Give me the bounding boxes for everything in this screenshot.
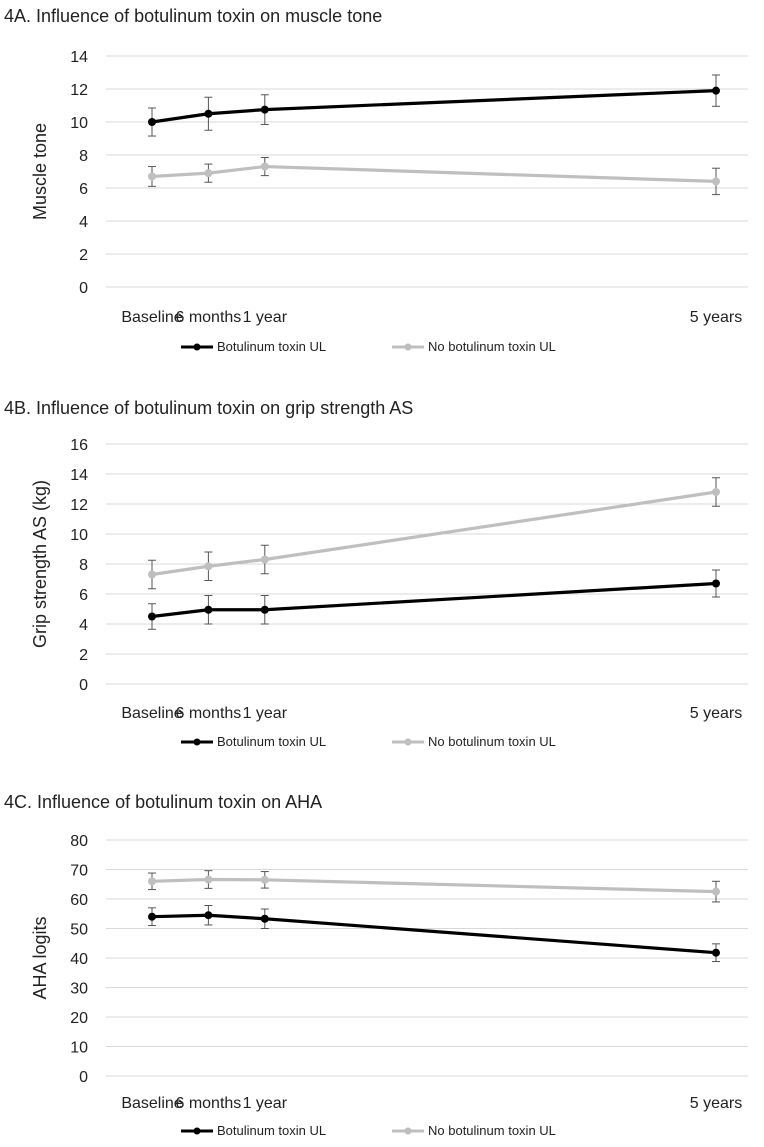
legend-swatch-marker [193, 343, 201, 351]
x-tick-label: 5 years [690, 1095, 742, 1112]
data-point [204, 562, 213, 571]
y-tick-label: 16 [70, 437, 88, 454]
y-tick-label: 2 [79, 247, 88, 264]
series-botulinum [148, 74, 720, 137]
y-tick-label: 14 [70, 49, 88, 66]
chart-title: 4C. Influence of botulinum toxin on AHA [4, 792, 322, 812]
series-no-botulinum [148, 477, 720, 590]
x-tick-label: 5 years [690, 309, 742, 326]
legend-label: Botulinum toxin UL [217, 734, 326, 749]
y-tick-label: 6 [79, 181, 88, 198]
series-line [151, 490, 717, 577]
y-tick-label: 10 [70, 527, 88, 544]
series-no-botulinum [148, 870, 720, 903]
y-tick-label: 8 [79, 557, 88, 574]
data-point [712, 86, 720, 95]
series-line [151, 913, 717, 955]
data-point [260, 105, 269, 114]
y-tick-label: 10 [70, 1040, 88, 1057]
chart-panel-3: 4C. Influence of botulinum toxin on AHA 0… [4, 792, 748, 1138]
y-tick-label: 30 [70, 981, 88, 998]
legend: Botulinum toxin UL No botulinum toxin UL [181, 1123, 556, 1138]
legend-label: No botulinum toxin UL [428, 734, 556, 749]
data-point [712, 887, 720, 896]
legend-label: No botulinum toxin UL [428, 1123, 556, 1138]
y-tick-label: 10 [70, 115, 88, 132]
chart-title: 4B. Influence of botulinum toxin on grip… [4, 398, 413, 418]
series-botulinum [148, 904, 720, 963]
y-axis-label: Muscle tone [30, 123, 50, 220]
data-point [260, 605, 269, 614]
x-tick-label: 6 months [175, 705, 241, 722]
x-tick-label: 6 months [175, 309, 241, 326]
data-point [148, 877, 156, 886]
data-point [204, 109, 213, 118]
chart-panel-1: 4A. Influence of botulinum toxin on musc… [4, 6, 748, 354]
data-point [148, 118, 156, 126]
y-tick-label: 12 [70, 497, 88, 514]
y-tick-label: 14 [70, 467, 88, 484]
chart-panel-2: 4B. Influence of botulinum toxin on grip… [4, 398, 748, 749]
y-tick-label: 60 [70, 892, 88, 909]
series-line [151, 877, 717, 894]
legend-swatch-marker [404, 1127, 412, 1135]
y-tick-label: 4 [79, 214, 88, 231]
legend: Botulinum toxin UL No botulinum toxin UL [181, 734, 556, 749]
x-tick-label: 1 year [243, 1095, 288, 1112]
x-tick-label: Baseline [121, 309, 182, 326]
y-tick-label: 50 [70, 922, 88, 939]
series-line [151, 581, 717, 619]
data-point [260, 875, 269, 884]
legend: Botulinum toxin UL No botulinum toxin UL [181, 339, 556, 354]
x-tick-label: 6 months [175, 1095, 241, 1112]
data-point [148, 612, 156, 621]
x-tick-label: Baseline [121, 1095, 182, 1112]
series-no-botulinum [148, 156, 720, 196]
y-tick-label: 0 [79, 677, 88, 694]
series-botulinum [148, 569, 720, 630]
data-point [204, 875, 213, 884]
legend-label: No botulinum toxin UL [428, 339, 556, 354]
y-tick-label: 8 [79, 148, 88, 165]
data-point [148, 570, 156, 579]
data-point [712, 177, 720, 186]
data-point [260, 914, 269, 923]
legend-swatch-marker [404, 343, 412, 351]
legend-swatch-marker [404, 738, 412, 746]
chart-title: 4A. Influence of botulinum toxin on musc… [4, 6, 382, 26]
legend-label: Botulinum toxin UL [217, 1123, 326, 1138]
data-point [712, 579, 720, 588]
y-tick-label: 6 [79, 587, 88, 604]
y-tick-label: 12 [70, 82, 88, 99]
y-tick-label: 20 [70, 1010, 88, 1027]
x-tick-label: 1 year [243, 309, 288, 326]
data-point [712, 948, 720, 957]
legend-swatch-marker [193, 738, 201, 746]
y-tick-label: 0 [79, 280, 88, 297]
legend-swatch-marker [193, 1127, 201, 1135]
x-tick-label: 5 years [690, 705, 742, 722]
legend-label: Botulinum toxin UL [217, 339, 326, 354]
x-tick-label: 1 year [243, 705, 288, 722]
x-tick-label: Baseline [121, 705, 182, 722]
data-point [204, 169, 213, 178]
series-line [151, 164, 717, 183]
data-point [204, 911, 213, 920]
y-axis-label: AHA logits [30, 916, 50, 999]
data-point [148, 172, 156, 181]
data-point [712, 488, 720, 496]
y-axis-label: Grip strength AS (kg) [30, 480, 50, 648]
y-tick-label: 0 [79, 1069, 88, 1086]
y-tick-label: 2 [79, 647, 88, 664]
data-point [148, 912, 156, 921]
y-tick-label: 40 [70, 951, 88, 968]
data-point [260, 555, 269, 564]
y-tick-label: 70 [70, 863, 88, 880]
data-point [260, 162, 269, 171]
data-point [204, 605, 213, 614]
y-tick-label: 80 [70, 833, 88, 850]
series-line [151, 89, 717, 124]
y-tick-label: 4 [79, 617, 88, 634]
